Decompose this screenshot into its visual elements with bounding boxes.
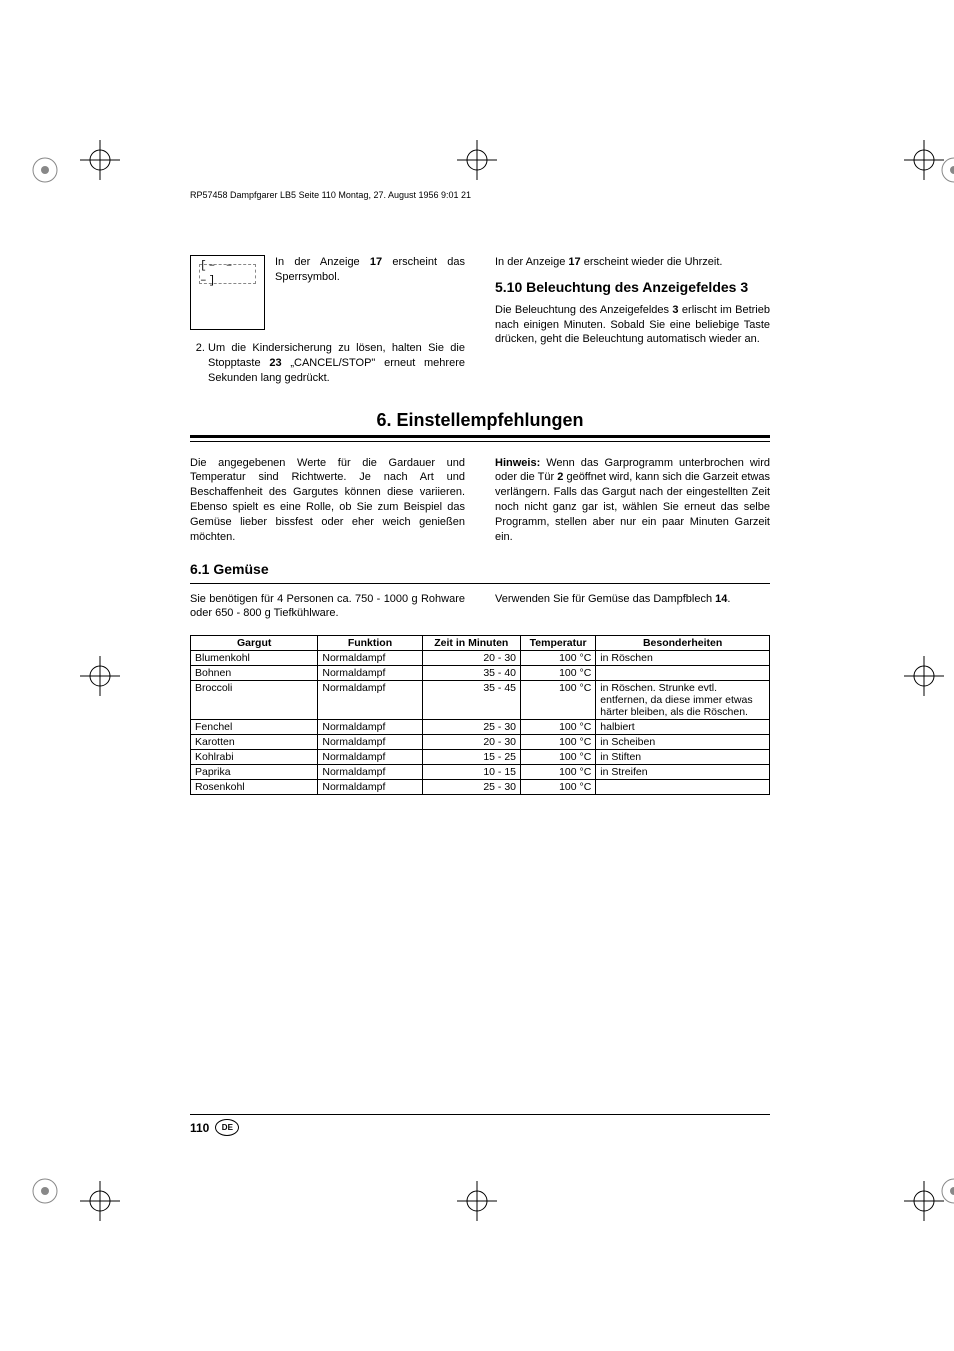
- page-footer: 110 DE: [190, 1114, 770, 1136]
- crop-mark-icon: [904, 1181, 944, 1221]
- heading-6: 6. Einstellempfehlungen: [190, 410, 770, 431]
- crop-mark-icon: [904, 656, 944, 696]
- sec61-right-paragraph: Verwenden Sie für Gemüse das Dampfblech …: [495, 592, 770, 607]
- corner-ornament-icon: [30, 155, 60, 185]
- table-cell: Normaldampf: [318, 765, 422, 780]
- table-row: BlumenkohlNormaldampf20 - 30100 °Cin Rös…: [191, 651, 770, 666]
- crop-mark-icon: [904, 140, 944, 180]
- table-cell: [596, 780, 770, 795]
- table-cell: Normaldampf: [318, 651, 422, 666]
- table-header-row: GargutFunktionZeit in MinutenTemperaturB…: [191, 636, 770, 651]
- table-cell: 20 - 30: [422, 651, 520, 666]
- clock-paragraph: In der Anzeige 17 erscheint wieder die U…: [495, 255, 770, 270]
- lighting-paragraph: Die Beleuchtung des Anzeigefeldes 3 erli…: [495, 303, 770, 348]
- crop-mark-icon: [457, 1181, 497, 1221]
- right-column: In der Anzeige 17 erscheint wieder die U…: [495, 255, 770, 392]
- table-cell: Kohlrabi: [191, 750, 318, 765]
- crop-mark-icon: [80, 1181, 120, 1221]
- table-row: KarottenNormaldampf20 - 30100 °Cin Schei…: [191, 735, 770, 750]
- table-cell: 20 - 30: [422, 735, 520, 750]
- list-item: Um die Kindersicherung zu lösen, halten …: [208, 341, 465, 386]
- table-cell: [596, 666, 770, 681]
- table-cell: in Stiften: [596, 750, 770, 765]
- sec6-right-column: Hinweis: Wenn das Garprogramm unterbroch…: [495, 456, 770, 553]
- corner-ornament-icon: [939, 155, 954, 185]
- table-cell: Broccoli: [191, 681, 318, 720]
- table-cell: 15 - 25: [422, 750, 520, 765]
- corner-ornament-icon: [30, 1176, 60, 1206]
- table-cell: in Röschen. Strunke evtl. entfernen, da …: [596, 681, 770, 720]
- table-cell: in Scheiben: [596, 735, 770, 750]
- table-cell: Rosenkohl: [191, 780, 318, 795]
- table-cell: 25 - 30: [422, 780, 520, 795]
- table-cell: Normaldampf: [318, 666, 422, 681]
- cooking-table: GargutFunktionZeit in MinutenTemperaturB…: [190, 635, 770, 795]
- document-header: RP57458 Dampfgarer LB5 Seite 110 Montag,…: [190, 190, 471, 200]
- sec61-right-column: Verwenden Sie für Gemüse das Dampfblech …: [495, 592, 770, 630]
- table-header-cell: Funktion: [318, 636, 422, 651]
- subsection-divider: [190, 583, 770, 584]
- table-header-cell: Zeit in Minuten: [422, 636, 520, 651]
- table-cell: Normaldampf: [318, 720, 422, 735]
- display-illustration: [‒ ‒ ‒]: [190, 255, 265, 330]
- table-cell: Paprika: [191, 765, 318, 780]
- table-cell: Normaldampf: [318, 780, 422, 795]
- crop-mark-icon: [80, 656, 120, 696]
- table-cell: 10 - 15: [422, 765, 520, 780]
- table-cell: 100 °C: [521, 681, 596, 720]
- table-cell: in Streifen: [596, 765, 770, 780]
- page-number: 110: [190, 1121, 209, 1135]
- table-cell: 100 °C: [521, 750, 596, 765]
- table-row: RosenkohlNormaldampf25 - 30100 °C: [191, 780, 770, 795]
- table-cell: Normaldampf: [318, 735, 422, 750]
- heading-6-1: 6.1 Gemüse: [190, 561, 770, 577]
- table-row: BroccoliNormaldampf35 - 45100 °Cin Rösch…: [191, 681, 770, 720]
- table-cell: Blumenkohl: [191, 651, 318, 666]
- table-header-cell: Besonderheiten: [596, 636, 770, 651]
- corner-ornament-icon: [939, 1176, 954, 1206]
- table-cell: 100 °C: [521, 651, 596, 666]
- heading-5-10: 5.10 Beleuchtung des Anzeigefeldes 3: [495, 278, 770, 297]
- table-row: KohlrabiNormaldampf15 - 25100 °Cin Stift…: [191, 750, 770, 765]
- table-header-cell: Temperatur: [521, 636, 596, 651]
- section-divider: [190, 435, 770, 442]
- sec61-left-column: Sie benötigen für 4 Personen ca. 750 - 1…: [190, 592, 465, 630]
- table-cell: Normaldampf: [318, 750, 422, 765]
- table-cell: Karotten: [191, 735, 318, 750]
- table-cell: 100 °C: [521, 780, 596, 795]
- table-cell: 35 - 40: [422, 666, 520, 681]
- table-cell: 35 - 45: [422, 681, 520, 720]
- table-cell: 100 °C: [521, 765, 596, 780]
- language-badge: DE: [215, 1119, 239, 1136]
- crop-mark-icon: [457, 140, 497, 180]
- table-cell: Bohnen: [191, 666, 318, 681]
- table-header-cell: Gargut: [191, 636, 318, 651]
- table-cell: 100 °C: [521, 666, 596, 681]
- table-cell: Normaldampf: [318, 681, 422, 720]
- table-row: BohnenNormaldampf35 - 40100 °C: [191, 666, 770, 681]
- left-column: [‒ ‒ ‒] In der Anzeige 17 erscheint das …: [190, 255, 465, 392]
- table-cell: Fenchel: [191, 720, 318, 735]
- sec6-left-column: Die angegebenen Werte für die Gardauer u…: [190, 456, 465, 553]
- table-cell: halbiert: [596, 720, 770, 735]
- table-cell: in Röschen: [596, 651, 770, 666]
- sec6-right-paragraph: Hinweis: Wenn das Garprogramm unterbroch…: [495, 456, 770, 545]
- table-row: PaprikaNormaldampf10 - 15100 °Cin Streif…: [191, 765, 770, 780]
- display-symbol: [‒ ‒ ‒]: [199, 264, 256, 284]
- table-cell: 25 - 30: [422, 720, 520, 735]
- table-cell: 100 °C: [521, 720, 596, 735]
- sec6-left-paragraph: Die angegebenen Werte für die Gardauer u…: [190, 456, 465, 545]
- table-cell: 100 °C: [521, 735, 596, 750]
- sec61-left-paragraph: Sie benötigen für 4 Personen ca. 750 - 1…: [190, 592, 465, 622]
- table-row: FenchelNormaldampf25 - 30100 °Chalbiert: [191, 720, 770, 735]
- crop-mark-icon: [80, 140, 120, 180]
